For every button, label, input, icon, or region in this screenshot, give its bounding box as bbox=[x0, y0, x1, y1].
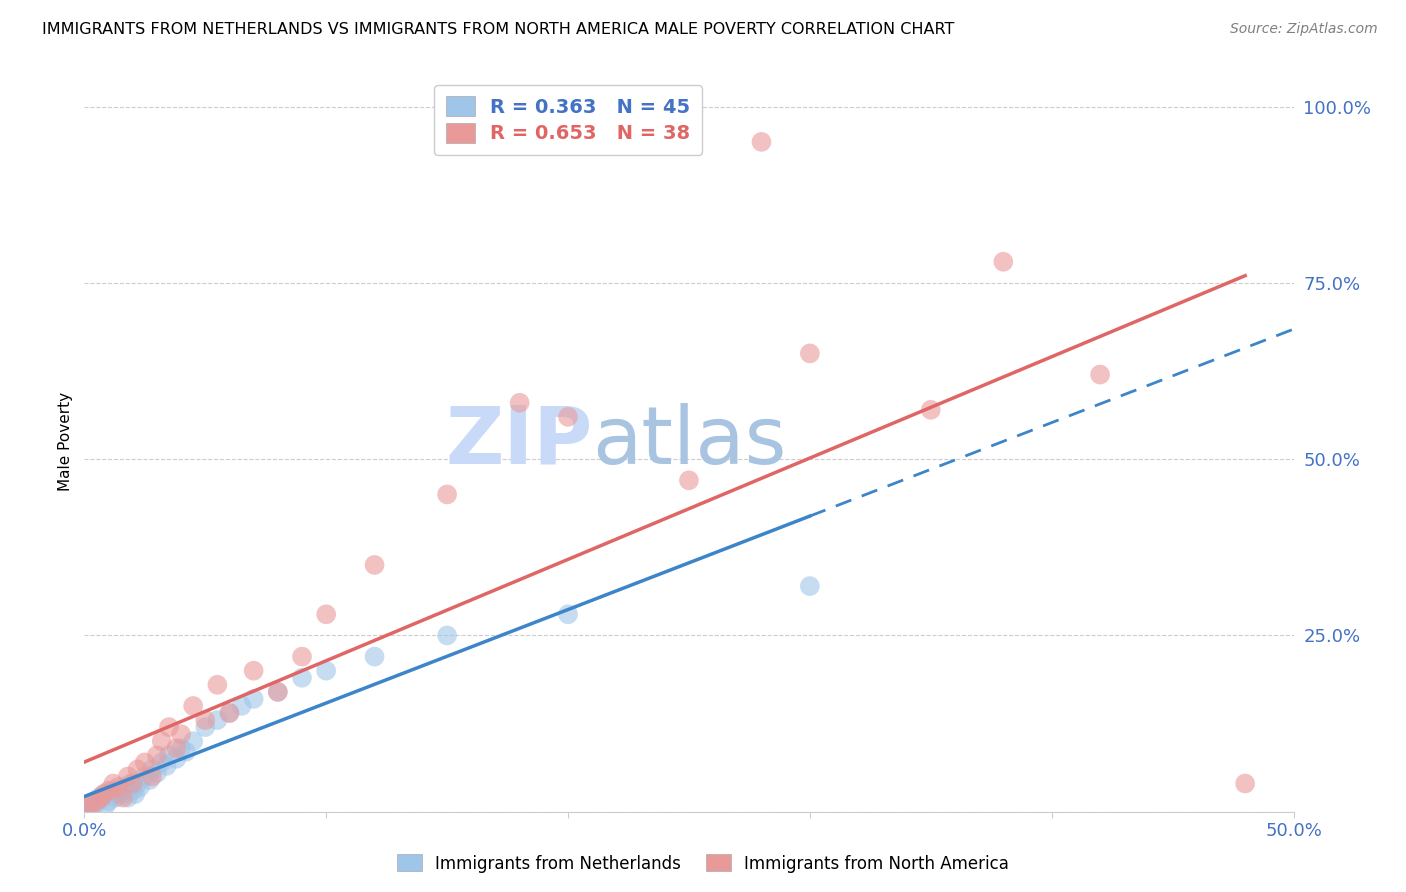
Legend: Immigrants from Netherlands, Immigrants from North America: Immigrants from Netherlands, Immigrants … bbox=[389, 847, 1017, 880]
Point bbox=[363, 558, 385, 572]
Point bbox=[127, 776, 149, 790]
Point bbox=[509, 396, 531, 410]
Point bbox=[155, 759, 177, 773]
Point bbox=[121, 776, 143, 790]
Point bbox=[107, 787, 129, 801]
Point bbox=[76, 801, 98, 815]
Point bbox=[93, 787, 115, 801]
Point bbox=[291, 671, 314, 685]
Point bbox=[557, 409, 579, 424]
Point bbox=[174, 745, 197, 759]
Point bbox=[120, 776, 142, 790]
Point bbox=[170, 727, 193, 741]
Point bbox=[363, 649, 385, 664]
Text: Source: ZipAtlas.com: Source: ZipAtlas.com bbox=[1230, 22, 1378, 37]
Point bbox=[103, 776, 125, 790]
Point bbox=[157, 748, 180, 763]
Point bbox=[436, 628, 458, 642]
Point bbox=[141, 769, 163, 783]
Point bbox=[218, 706, 240, 720]
Point bbox=[77, 797, 100, 812]
Y-axis label: Male Poverty: Male Poverty bbox=[58, 392, 73, 491]
Point bbox=[315, 607, 337, 622]
Point bbox=[267, 685, 290, 699]
Point bbox=[799, 346, 821, 360]
Point bbox=[207, 678, 229, 692]
Point bbox=[80, 797, 103, 812]
Point bbox=[218, 706, 240, 720]
Point bbox=[124, 787, 146, 801]
Text: IMMIGRANTS FROM NETHERLANDS VS IMMIGRANTS FROM NORTH AMERICA MALE POVERTY CORREL: IMMIGRANTS FROM NETHERLANDS VS IMMIGRANT… bbox=[42, 22, 955, 37]
Point bbox=[181, 734, 204, 748]
Point bbox=[157, 720, 180, 734]
Point bbox=[291, 649, 314, 664]
Point bbox=[117, 790, 139, 805]
Point bbox=[138, 772, 160, 787]
Point bbox=[170, 741, 193, 756]
Point bbox=[678, 473, 700, 487]
Point bbox=[110, 783, 132, 797]
Point bbox=[93, 787, 115, 801]
Text: atlas: atlas bbox=[592, 402, 786, 481]
Point bbox=[90, 792, 112, 806]
Point bbox=[436, 487, 458, 501]
Point bbox=[127, 763, 149, 777]
Point bbox=[146, 748, 169, 763]
Point bbox=[90, 790, 112, 805]
Point bbox=[97, 794, 120, 808]
Point bbox=[134, 756, 156, 770]
Legend: R = 0.363   N = 45, R = 0.653   N = 38: R = 0.363 N = 45, R = 0.653 N = 38 bbox=[434, 85, 702, 155]
Point bbox=[165, 741, 187, 756]
Point bbox=[104, 790, 127, 805]
Point bbox=[231, 698, 253, 713]
Point bbox=[751, 135, 773, 149]
Point bbox=[114, 780, 136, 794]
Point bbox=[993, 254, 1015, 268]
Point bbox=[315, 664, 337, 678]
Point bbox=[86, 794, 108, 808]
Point bbox=[799, 579, 821, 593]
Point bbox=[194, 720, 217, 734]
Point bbox=[112, 790, 135, 805]
Point bbox=[207, 713, 229, 727]
Point bbox=[242, 692, 264, 706]
Point bbox=[112, 787, 135, 801]
Point bbox=[94, 797, 117, 812]
Point bbox=[134, 769, 156, 783]
Point bbox=[242, 664, 264, 678]
Text: ZIP: ZIP bbox=[444, 402, 592, 481]
Point bbox=[86, 797, 108, 811]
Point bbox=[87, 790, 110, 805]
Point bbox=[1234, 776, 1257, 790]
Point bbox=[129, 780, 152, 794]
Point bbox=[194, 713, 217, 727]
Point bbox=[165, 752, 187, 766]
Point bbox=[83, 794, 105, 808]
Point bbox=[181, 698, 204, 713]
Point bbox=[267, 685, 290, 699]
Point bbox=[76, 801, 98, 815]
Point bbox=[150, 756, 173, 770]
Point bbox=[107, 780, 129, 794]
Point bbox=[141, 763, 163, 777]
Point bbox=[150, 734, 173, 748]
Point bbox=[97, 783, 120, 797]
Point bbox=[117, 769, 139, 783]
Point bbox=[121, 783, 143, 797]
Point bbox=[146, 766, 169, 780]
Point bbox=[920, 402, 942, 417]
Point bbox=[80, 799, 103, 814]
Point bbox=[103, 783, 125, 797]
Point bbox=[557, 607, 579, 622]
Point bbox=[1088, 368, 1111, 382]
